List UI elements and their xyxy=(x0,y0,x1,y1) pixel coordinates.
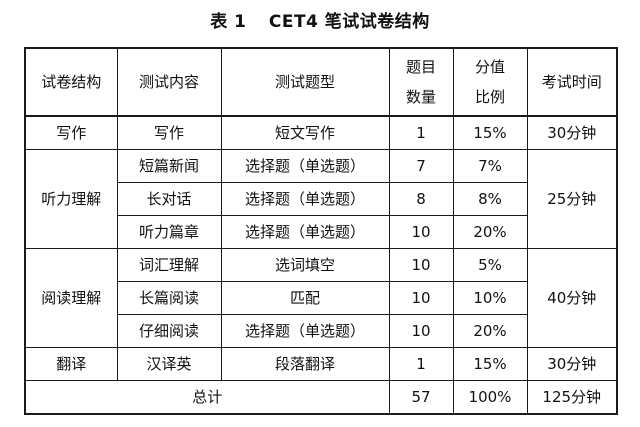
section-structure: 写作 xyxy=(24,115,118,150)
cell-count: 7 xyxy=(388,149,454,183)
cell-type: 选择题（单选题） xyxy=(220,314,390,348)
cell-count: 10 xyxy=(388,248,454,282)
cell-content: 汉译英 xyxy=(116,347,222,381)
table-row: 阅读理解 词汇理解 选词填空 10 5% 40分钟 xyxy=(24,248,618,348)
section-time: 40分钟 xyxy=(526,248,618,348)
cell-type: 选择题（单选题） xyxy=(220,149,390,183)
cell-type: 段落翻译 xyxy=(220,347,390,381)
cell-count: 10 xyxy=(388,314,454,348)
header-row: 试卷结构 测试内容 测试题型 题目 数量 分值 比例 考试时间 xyxy=(24,47,618,117)
section-time: 30分钟 xyxy=(526,115,618,150)
header-count: 题目 数量 xyxy=(388,47,454,117)
section-time: 25分钟 xyxy=(526,149,618,249)
cell-content: 长对话 xyxy=(116,182,222,216)
cell-type: 选词填空 xyxy=(220,248,390,282)
cell-content: 长篇阅读 xyxy=(116,281,222,315)
table-row: 听力篇章 选择题（单选题） 10 20% xyxy=(25,215,617,249)
cell-count: 10 xyxy=(388,215,454,249)
total-ratio: 100% xyxy=(452,380,528,415)
cell-ratio: 15% xyxy=(452,347,528,381)
header-ratio-line1: 分值 xyxy=(474,58,505,76)
cell-count: 1 xyxy=(388,115,454,150)
total-row: 总计 57 100% 125分钟 xyxy=(24,380,618,415)
table-row: 听力理解 短篇新闻 选择题（单选题） 7 7% 25分钟 xyxy=(24,149,618,249)
exam-structure-table: 试卷结构 测试内容 测试题型 题目 数量 分值 比例 考试时间 写作 写作 短文… xyxy=(24,47,618,415)
table-caption: 表 1 CET4 笔试试卷结构 xyxy=(0,6,640,38)
cell-type: 选择题（单选题） xyxy=(220,215,390,249)
cell-content: 词汇理解 xyxy=(116,248,222,282)
cell-count: 1 xyxy=(388,347,454,381)
header-count-line1: 题目 xyxy=(405,58,436,76)
total-count: 57 xyxy=(388,380,454,415)
header-time: 考试时间 xyxy=(526,47,618,117)
cell-type: 选择题（单选题） xyxy=(220,182,390,216)
table-row: 长对话 选择题（单选题） 8 8% xyxy=(25,182,617,216)
cell-content: 仔细阅读 xyxy=(116,314,222,348)
cell-ratio: 8% xyxy=(452,182,528,216)
cell-content: 写作 xyxy=(116,115,222,150)
caption-title: CET4 笔试试卷结构 xyxy=(268,12,430,32)
total-label: 总计 xyxy=(24,380,390,415)
header-ratio-line2: 比例 xyxy=(474,88,505,106)
section-structure: 听力理解 xyxy=(24,149,118,249)
cell-ratio: 20% xyxy=(452,215,528,249)
cell-count: 10 xyxy=(388,281,454,315)
cell-type: 短文写作 xyxy=(220,115,390,150)
table-row: 长篇阅读 匹配 10 10% xyxy=(25,281,617,315)
header-content: 测试内容 xyxy=(116,47,222,117)
section-structure: 阅读理解 xyxy=(24,248,118,348)
cell-content: 短篇新闻 xyxy=(116,149,222,183)
section-time: 30分钟 xyxy=(526,347,618,381)
cell-ratio: 7% xyxy=(452,149,528,183)
header-ratio: 分值 比例 xyxy=(452,47,528,117)
header-count-line2: 数量 xyxy=(405,88,436,106)
table-row: 翻译 汉译英 段落翻译 1 15% 30分钟 xyxy=(24,347,618,381)
cell-count: 8 xyxy=(388,182,454,216)
header-type: 测试题型 xyxy=(220,47,390,117)
caption-number: 表 1 xyxy=(210,12,247,32)
cell-ratio: 15% xyxy=(452,115,528,150)
table-row: 写作 写作 短文写作 1 15% 30分钟 xyxy=(24,115,618,150)
cell-content: 听力篇章 xyxy=(116,215,222,249)
header-structure: 试卷结构 xyxy=(24,47,118,117)
cell-ratio: 5% xyxy=(452,248,528,282)
cell-type: 匹配 xyxy=(220,281,390,315)
total-time: 125分钟 xyxy=(526,380,618,415)
cell-ratio: 20% xyxy=(452,314,528,348)
cell-ratio: 10% xyxy=(452,281,528,315)
section-structure: 翻译 xyxy=(24,347,118,381)
